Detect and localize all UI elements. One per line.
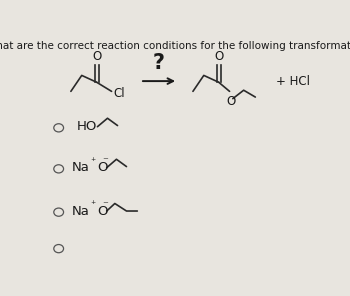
Text: O: O [227,95,236,108]
Text: ⁺: ⁺ [90,157,96,167]
Text: + HCl: + HCl [275,75,309,88]
Text: Cl: Cl [113,87,125,100]
Text: ⁻: ⁻ [103,200,108,210]
Text: ⁻: ⁻ [103,157,108,167]
Text: O: O [215,50,224,63]
Text: O: O [92,50,102,63]
Text: Na: Na [72,161,90,174]
Text: O: O [97,205,107,218]
Text: O: O [97,161,107,174]
Text: HO: HO [76,120,97,133]
Text: ⁺: ⁺ [90,200,96,210]
Text: What are the correct reaction conditions for the following transformation?: What are the correct reaction conditions… [0,41,350,51]
Text: ?: ? [153,53,165,73]
Text: Na: Na [72,205,90,218]
